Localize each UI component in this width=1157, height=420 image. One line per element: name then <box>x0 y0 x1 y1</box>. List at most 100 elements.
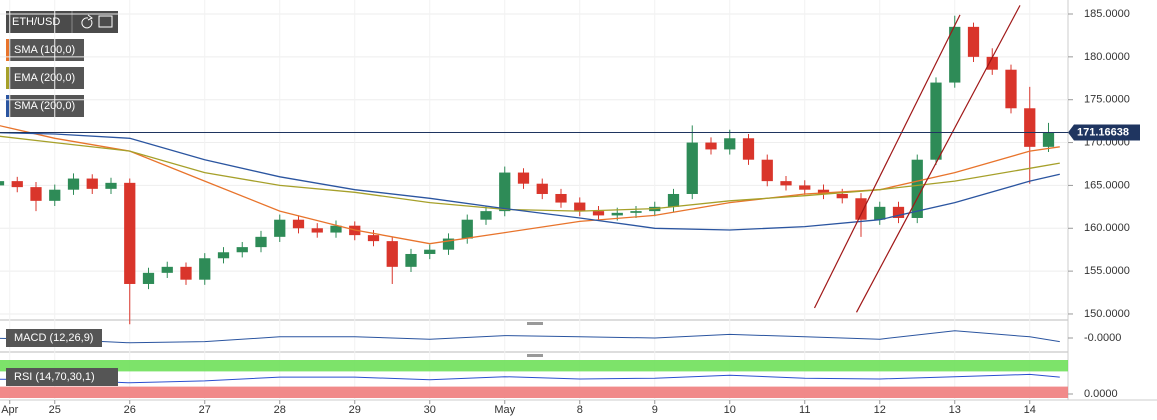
x-tick-label: 14 <box>1024 404 1036 416</box>
y-tick-label: 180.0000 <box>1084 51 1130 63</box>
candle-body <box>236 247 248 253</box>
legend-label: EMA (200,0) <box>14 72 75 84</box>
candle-body <box>1005 69 1017 109</box>
candle-body <box>480 211 492 220</box>
legend-label: SMA (200,0) <box>14 100 75 112</box>
settings-icon[interactable] <box>98 15 113 28</box>
candle-body <box>1042 132 1055 147</box>
candle-body <box>836 193 848 199</box>
candle-body <box>124 182 136 284</box>
candle-body <box>30 187 42 201</box>
legend-swatch <box>6 39 9 61</box>
candle-body <box>442 238 455 250</box>
trend-line <box>855 5 1021 313</box>
moving-average-line <box>0 135 1060 212</box>
indicator-line <box>0 373 1060 384</box>
legend-box <box>6 67 84 89</box>
candle-body <box>1024 108 1036 147</box>
moving-average-line <box>0 132 1060 231</box>
candle-body <box>949 26 961 83</box>
x-tick-label: 26 <box>124 404 136 416</box>
candle-body <box>49 189 61 201</box>
candle-body <box>517 172 530 184</box>
overbought-band <box>0 360 1068 372</box>
candle-body <box>742 138 755 160</box>
candle-body <box>536 183 548 194</box>
candle-body <box>799 185 811 190</box>
candle-body <box>311 228 323 233</box>
last-price-box <box>1068 124 1140 141</box>
x-tick-label: 29 <box>349 404 361 416</box>
candle-body <box>874 206 886 220</box>
candle-body <box>0 181 5 186</box>
candle-body <box>11 181 23 188</box>
x-tick-label: May <box>494 404 515 416</box>
candle-body <box>199 258 211 280</box>
x-tick-label: 10 <box>724 404 736 416</box>
y-tick-label: 185.0000 <box>1084 8 1130 20</box>
candle-body <box>592 211 605 216</box>
legend-box <box>6 39 84 61</box>
y-tick-label: -0.0000 <box>1084 332 1121 344</box>
symbol: ETH/USD <box>12 16 60 28</box>
candle-body <box>386 241 398 267</box>
candle-body <box>761 159 773 182</box>
candle-body <box>780 181 792 186</box>
candle-body <box>930 82 942 160</box>
moving-average-line <box>0 125 1060 245</box>
legend: ETH/USD <box>6 11 118 33</box>
candle-body <box>611 212 623 216</box>
indicator-label-box <box>6 368 118 386</box>
candle-body <box>105 182 117 189</box>
candle-body <box>86 178 98 189</box>
legend-label: SMA (100,0) <box>14 44 75 56</box>
candle-body <box>330 225 342 233</box>
candle-body <box>461 219 473 239</box>
pane-handle[interactable] <box>527 322 543 325</box>
candle-body <box>217 252 230 259</box>
candle-body <box>986 56 998 70</box>
candle-body <box>424 249 436 254</box>
indicator-label-box <box>6 329 102 347</box>
y-tick-label: 165.0000 <box>1084 179 1130 191</box>
x-tick-label: 28 <box>274 404 286 416</box>
candle-body <box>274 219 286 237</box>
legend-swatch <box>6 95 9 117</box>
y-tick-label: 155.0000 <box>1084 265 1130 277</box>
oversold-band <box>0 386 1068 398</box>
x-tick-label: 8 <box>577 404 583 416</box>
candle-body <box>574 202 586 212</box>
refresh-icon[interactable] <box>81 14 93 29</box>
candle-body <box>686 142 698 194</box>
pane-handle[interactable] <box>527 354 543 357</box>
candle-body <box>911 159 923 218</box>
last-price-label: 171.16638 <box>1077 126 1129 138</box>
candle-body <box>161 266 173 273</box>
candle-body <box>855 198 867 220</box>
candle-body <box>499 172 511 212</box>
legend-box <box>6 95 84 117</box>
candle-body <box>367 235 380 242</box>
candle-body <box>67 178 80 190</box>
x-tick-label: 11 <box>799 404 810 416</box>
x-tick-label: 25 <box>49 404 61 416</box>
candle-body <box>180 266 192 280</box>
legend-swatch <box>6 67 9 89</box>
y-tick-label: 0.0000 <box>1084 388 1118 400</box>
indicator-label: MACD (12,26,9) <box>14 332 93 344</box>
y-tick-label: 160.0000 <box>1084 222 1130 234</box>
candle-body <box>555 193 567 203</box>
candle-body <box>724 138 736 150</box>
candle-body <box>292 219 305 229</box>
x-tick-label: 27 <box>199 404 211 416</box>
candle-body <box>705 142 717 150</box>
candle-body <box>817 189 830 194</box>
candle-body <box>967 26 980 57</box>
candle-body <box>405 253 417 267</box>
candle-body <box>892 206 905 218</box>
candle-body <box>255 236 267 248</box>
legend-items: SMA (100,0) EMA (200,0) SMA (200,0) <box>6 39 84 117</box>
indicator-label: RSI (14,70,30,1) <box>14 371 95 383</box>
